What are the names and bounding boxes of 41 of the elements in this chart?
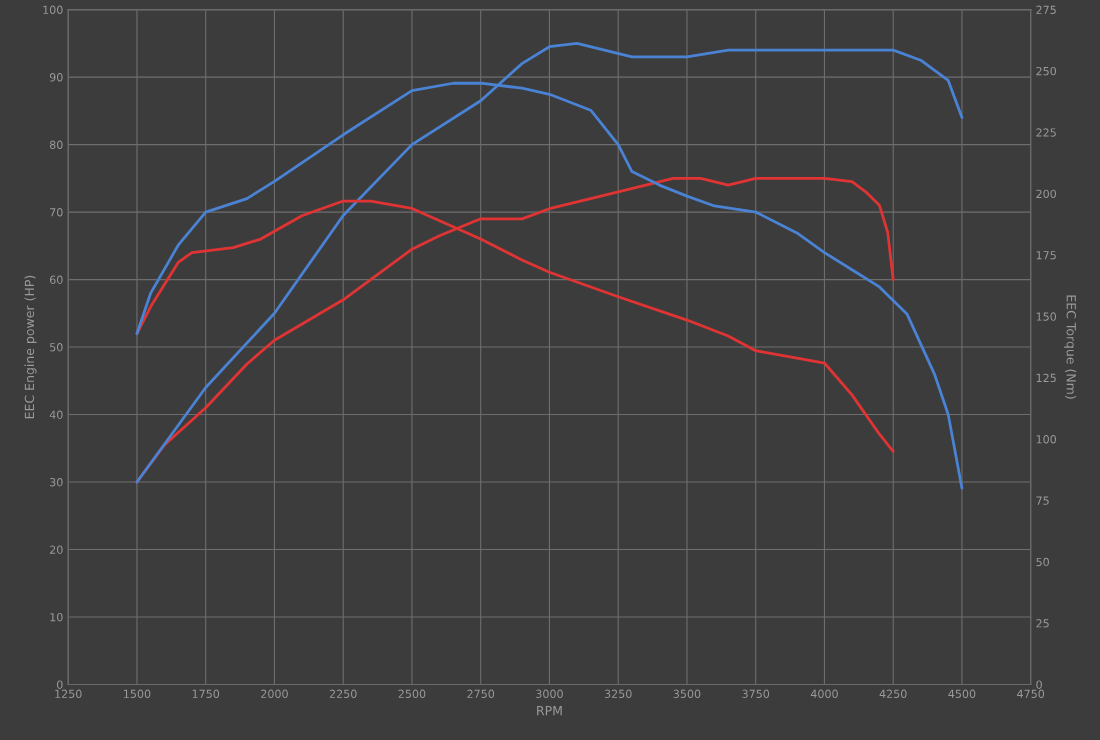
x-axis-title: RPM [537, 706, 562, 716]
y-tick-label: 90 [49, 73, 63, 82]
y-tick-label: 50 [50, 343, 63, 352]
y2-tick-label: 125 [1036, 373, 1056, 383]
x-tick-label: 4250 [879, 689, 907, 698]
y2-tick-label: 50 [1036, 557, 1049, 567]
y2-tick-label: 200 [1036, 189, 1057, 199]
y2-axis-title: EEC Torque (Nm) [1064, 295, 1077, 399]
y2-tick-label: 275 [1036, 5, 1056, 14]
x-tick-label: 3500 [673, 689, 701, 698]
y2-tick-label: 25 [1036, 619, 1049, 628]
x-tick-label: 1750 [192, 689, 220, 698]
y2-tick-label: 150 [1036, 312, 1057, 321]
x-tick-label: 4750 [1017, 689, 1045, 698]
x-tick-label: 2250 [329, 689, 357, 698]
x-tick-label: 4500 [948, 689, 976, 698]
x-tick-label: 2750 [467, 689, 495, 698]
y2-tick-label: 175 [1036, 251, 1056, 260]
y-tick-label: 20 [50, 545, 63, 554]
y2-tick-label: 100 [1036, 435, 1057, 444]
x-tick-label: 3750 [742, 689, 770, 698]
y-tick-label: 100 [43, 5, 63, 14]
x-tick-label: 3250 [604, 689, 632, 698]
y-tick-label: 0 [57, 680, 63, 689]
y2-tick-label: 0 [1036, 680, 1042, 689]
x-tick-label: 2500 [398, 689, 426, 698]
y-tick-label: 40 [49, 410, 63, 419]
x-tick-label: 4000 [810, 689, 838, 698]
y-tick-label: 30 [50, 478, 63, 487]
y-tick-label: 60 [49, 275, 63, 284]
y2-tick-label: 225 [1036, 128, 1056, 137]
x-tick-label: 1500 [124, 689, 151, 698]
x-tick-label: 1250 [55, 689, 82, 698]
y2-tick-label: 250 [1036, 66, 1057, 76]
x-tick-label: 2000 [261, 689, 288, 698]
y-axis-title: EEC Engine power (HP) [24, 275, 37, 419]
y-tick-label: 70 [50, 208, 63, 217]
y-tick-label: 10 [50, 612, 63, 622]
y2-tick-label: 75 [1036, 496, 1049, 505]
y-tick-label: 80 [49, 140, 63, 149]
x-tick-label: 3000 [536, 689, 563, 698]
